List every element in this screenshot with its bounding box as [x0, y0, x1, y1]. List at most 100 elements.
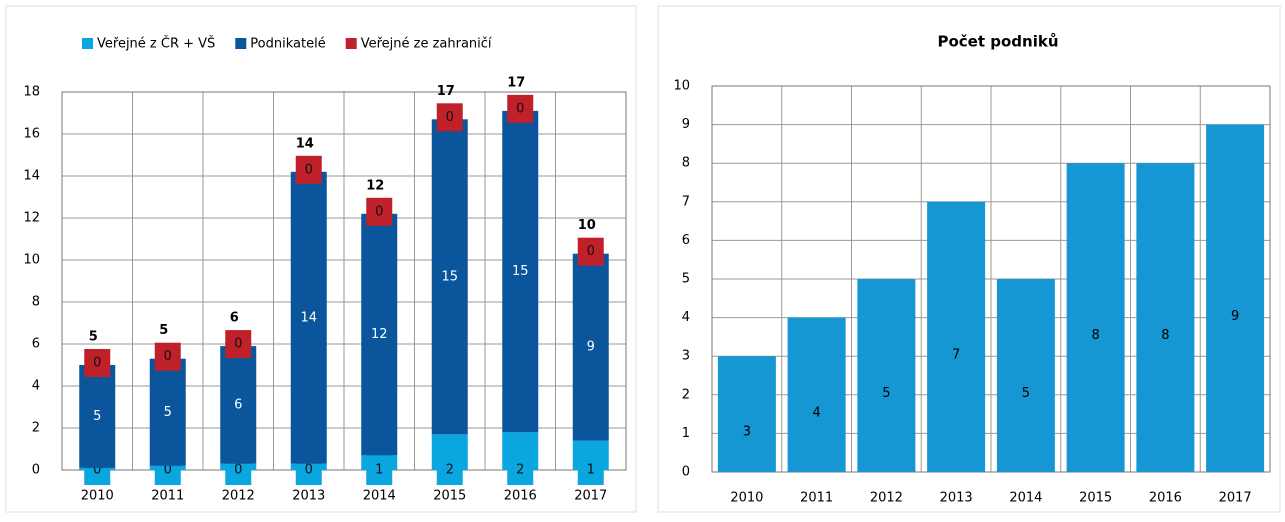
y-tick-label: 12 — [23, 211, 40, 226]
data-label: 5 — [1022, 386, 1030, 401]
label-box — [507, 455, 534, 485]
x-tick-label: 2012 — [870, 491, 903, 506]
bar-segment — [149, 358, 186, 466]
data-label: 15 — [441, 269, 458, 284]
total-label: 14 — [296, 136, 314, 151]
y-tick-label: 2 — [32, 421, 40, 436]
legend-label: Podnikatelé — [250, 37, 325, 52]
y-tick-label: 4 — [682, 310, 690, 325]
data-label: 0 — [234, 463, 242, 478]
total-label: 17 — [437, 84, 455, 99]
y-tick-label: 0 — [682, 465, 690, 480]
total-label: 6 — [230, 311, 239, 326]
x-tick-label: 2017 — [1219, 491, 1252, 506]
data-label: 0 — [305, 162, 313, 177]
y-tick-label: 10 — [673, 79, 690, 94]
y-tick-label: 14 — [23, 169, 40, 184]
data-label: 1 — [375, 463, 383, 478]
x-tick-label: 2012 — [222, 489, 255, 504]
data-label: 2 — [446, 463, 454, 478]
x-tick-label: 2015 — [433, 489, 466, 504]
y-tick-label: 18 — [23, 85, 40, 100]
y-tick-label: 4 — [32, 379, 40, 394]
data-label: 0 — [516, 101, 524, 116]
label-box — [577, 237, 604, 266]
x-tick-label: 2013 — [292, 489, 325, 504]
bar-segment — [502, 110, 539, 433]
y-tick-label: 8 — [32, 295, 40, 310]
data-label: 0 — [234, 337, 242, 352]
x-tick-label: 2011 — [151, 489, 184, 504]
x-tick-label: 2017 — [574, 489, 607, 504]
total-label: 12 — [366, 178, 384, 193]
bar — [927, 201, 986, 473]
data-label: 0 — [446, 110, 454, 125]
data-label: 0 — [164, 349, 172, 364]
label-box — [295, 155, 322, 184]
data-label: 0 — [375, 204, 383, 219]
legend-label: Veřejné ze zahraničí — [361, 37, 492, 52]
bar — [1066, 163, 1125, 472]
label-box — [84, 349, 111, 377]
data-label: 3 — [743, 425, 751, 440]
y-tick-label: 1 — [682, 426, 690, 441]
x-tick-label: 2013 — [940, 491, 973, 506]
y-tick-label: 7 — [682, 194, 690, 209]
legend-swatch — [345, 38, 357, 49]
data-label: 5 — [882, 386, 890, 401]
data-label: 4 — [812, 405, 820, 420]
chart-title: Počet podniků — [937, 33, 1058, 51]
x-tick-label: 2016 — [504, 489, 537, 504]
data-label: 5 — [164, 405, 172, 420]
data-label: 1 — [587, 463, 595, 478]
legend-swatch — [235, 38, 247, 49]
bar — [717, 356, 776, 472]
bar — [1136, 163, 1195, 472]
data-label: 12 — [371, 327, 388, 342]
total-label: 17 — [507, 75, 525, 90]
x-tick-label: 2016 — [1149, 491, 1182, 506]
x-tick-label: 2015 — [1079, 491, 1112, 506]
data-label: 6 — [234, 397, 242, 412]
x-tick-label: 2010 — [81, 489, 114, 504]
data-label: 5 — [93, 409, 101, 424]
x-tick-label: 2014 — [1009, 491, 1042, 506]
y-tick-label: 6 — [682, 233, 690, 248]
data-label: 0 — [587, 244, 595, 259]
x-tick-label: 2011 — [800, 491, 833, 506]
label-box — [366, 455, 393, 485]
bar — [787, 317, 846, 472]
label-box — [366, 197, 393, 226]
label-box — [436, 455, 463, 485]
data-label: 8 — [1091, 328, 1099, 343]
x-tick-label: 2010 — [730, 491, 763, 506]
total-label: 10 — [578, 218, 596, 233]
data-label: 0 — [93, 463, 101, 478]
label-box — [436, 103, 463, 132]
y-tick-label: 3 — [682, 349, 690, 364]
label-box — [577, 455, 604, 485]
data-label: 0 — [93, 356, 101, 371]
bar — [996, 279, 1055, 472]
label-box — [154, 342, 181, 371]
bar-segment — [220, 346, 257, 464]
y-tick-label: 9 — [682, 117, 690, 132]
label-box — [507, 94, 534, 123]
legend-swatch — [82, 38, 93, 49]
plot-border — [711, 85, 1271, 473]
bar — [1206, 124, 1265, 472]
bar-segment — [572, 253, 609, 441]
label-box — [225, 330, 252, 359]
y-tick-label: 16 — [23, 127, 40, 142]
data-label: 9 — [587, 340, 595, 355]
data-label: 0 — [164, 463, 172, 478]
legend-label: Veřejné z ČR + VŠ — [97, 36, 215, 52]
total-label: 5 — [89, 330, 98, 345]
bar-segment — [361, 213, 398, 456]
y-tick-label: 10 — [23, 253, 40, 268]
y-tick-label: 0 — [32, 463, 40, 478]
x-tick-label: 2014 — [363, 489, 396, 504]
y-tick-label: 2 — [682, 387, 690, 402]
data-label: 14 — [300, 310, 317, 325]
